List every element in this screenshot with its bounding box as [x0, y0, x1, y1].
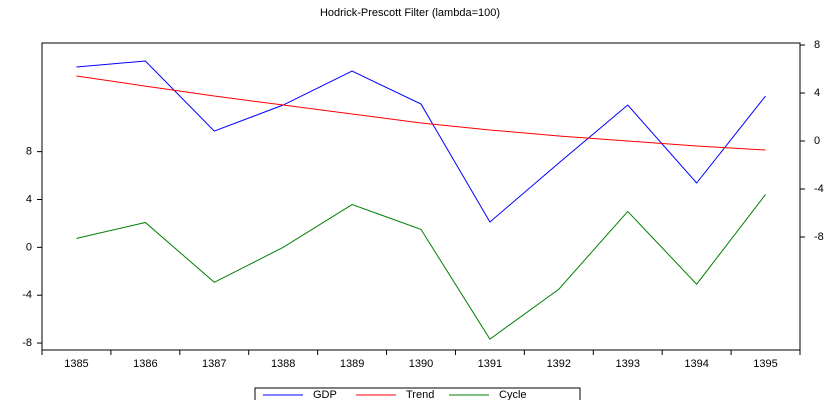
- x-tick-label: 1392: [547, 358, 571, 370]
- x-tick-label: 1386: [133, 358, 157, 370]
- x-tick-label: 1388: [271, 358, 295, 370]
- plot-frame: [41, 42, 801, 351]
- y-tick-label: 4: [26, 193, 32, 205]
- x-tick-label: 1393: [615, 358, 639, 370]
- x-tick-label: 1394: [684, 358, 708, 370]
- x-tick-label: 1391: [478, 358, 502, 370]
- x-tick-label: 1389: [340, 358, 364, 370]
- x-tick-label: 1385: [64, 358, 88, 370]
- x-tick-label: 1395: [753, 358, 777, 370]
- y-tick-label: 0: [26, 241, 32, 253]
- x-tick-label: 1390: [409, 358, 433, 370]
- legend-label: Cycle: [499, 389, 527, 400]
- y2-tick-label: 4: [814, 87, 820, 99]
- y-tick-label: -4: [22, 289, 32, 301]
- legend-label: Trend: [406, 389, 434, 400]
- y2-tick-label: -8: [814, 231, 824, 243]
- y2-tick-label: -4: [814, 183, 824, 195]
- series-line: [76, 60, 766, 223]
- y-tick-label: -8: [22, 337, 32, 349]
- y-tick-label: 8: [26, 146, 32, 158]
- legend: [254, 387, 581, 400]
- x-tick-label: 1387: [202, 358, 226, 370]
- series-line: [76, 194, 766, 340]
- series-line: [76, 75, 766, 151]
- y2-tick-label: 0: [814, 135, 820, 147]
- chart-title: Hodrick-Prescott Filter (lambda=100): [320, 7, 500, 19]
- legend-label: GDP: [313, 389, 337, 400]
- y2-tick-label: 8: [814, 39, 820, 51]
